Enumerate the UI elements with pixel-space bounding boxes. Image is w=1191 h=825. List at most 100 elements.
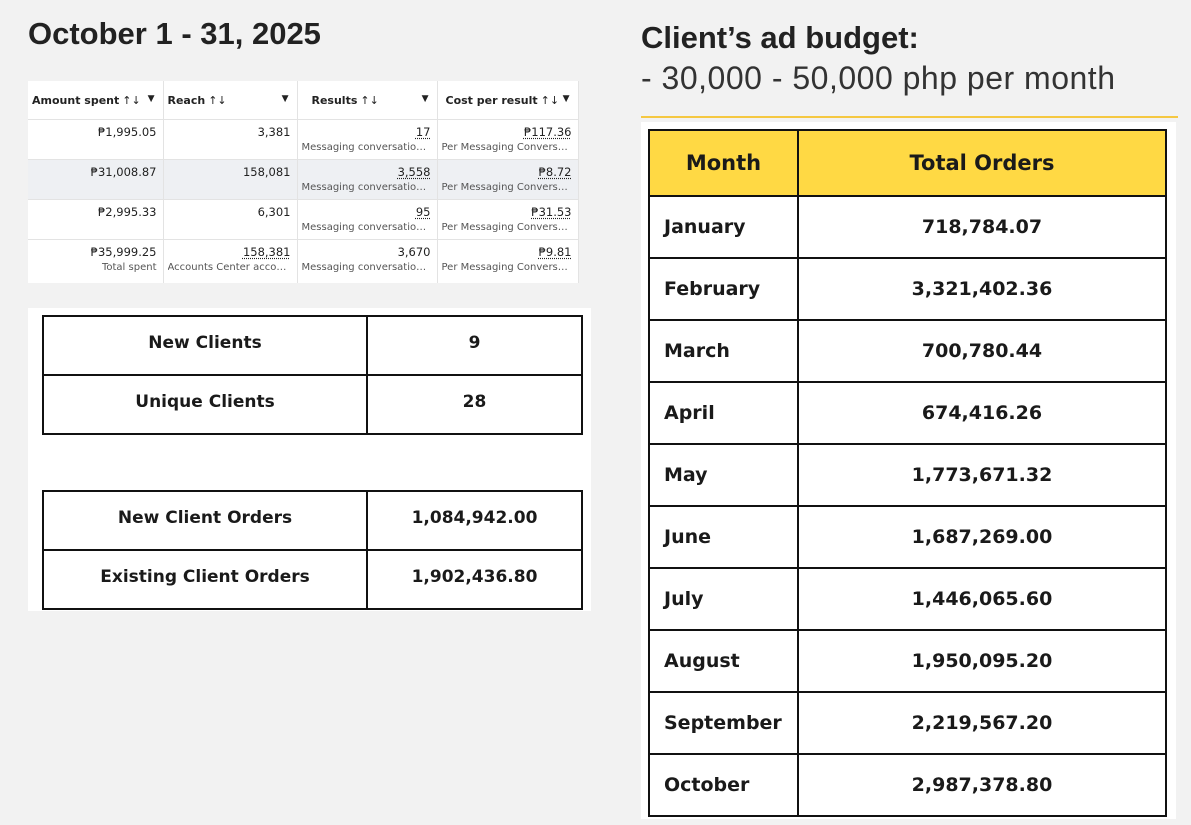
column-header-amount-spent[interactable]: Amount spent ↑↓ ▼ <box>28 81 164 120</box>
month-cell: May <box>648 443 799 507</box>
total-reach[interactable]: 158,381 <box>242 245 291 259</box>
chevron-down-icon[interactable]: ▼ <box>421 94 429 104</box>
month-cell: October <box>648 753 799 817</box>
cost-type: Per Messaging Conversa... <box>441 182 572 193</box>
chevron-down-icon[interactable]: ▼ <box>281 94 289 104</box>
orders-header-row: Month Total Orders <box>648 129 1167 197</box>
chevron-down-icon[interactable]: ▼ <box>562 94 570 104</box>
total-reach-cell: 158,381 Accounts Center accou... <box>163 239 298 283</box>
total-orders-cell: 1,687,269.00 <box>797 505 1167 569</box>
results-cell: 17 Messaging conversation... <box>297 119 438 160</box>
table-row: New Client Orders 1,084,942.00 <box>42 490 583 551</box>
reach-cell: 6,301 <box>163 199 298 240</box>
total-results-label: Messaging conversation... <box>301 262 431 273</box>
cost-per-result-cell: ₱31.53 Per Messaging Conversa... <box>437 199 579 240</box>
table-row: September 2,219,567.20 <box>648 691 1167 755</box>
table-row: January 718,784.07 <box>648 195 1167 259</box>
ads-header-row: Amount spent ↑↓ ▼ Reach ↑↓ ▼ Results ↑↓ ▼ Cost… <box>28 81 579 120</box>
table-row: June 1,687,269.00 <box>648 505 1167 569</box>
results-value[interactable]: 3,558 <box>397 165 431 179</box>
column-header-cost-per-result[interactable]: Cost per result ↑↓ ▼ <box>437 81 579 120</box>
cost-per-result-cell: ₱8.72 Per Messaging Conversa... <box>437 159 579 200</box>
total-cost-cell: ₱9.81 Per Messaging Conversa... <box>437 239 579 283</box>
results-type: Messaging conversation... <box>301 222 431 233</box>
cost-value[interactable]: ₱31.53 <box>531 205 572 219</box>
total-orders-cell: 2,219,567.20 <box>797 691 1167 755</box>
cost-per-result-cell: ₱117.36 Per Messaging Conversa... <box>437 119 579 160</box>
reach-cell: 158,081 <box>163 159 298 200</box>
total-amount-label: Total spent <box>101 262 157 273</box>
client-orders-label: New Client Orders <box>42 490 368 551</box>
ad-budget-title: Client’s ad budget: <box>641 20 919 55</box>
reach-cell: 3,381 <box>163 119 298 160</box>
table-row: April 674,416.26 <box>648 381 1167 445</box>
clients-label: Unique Clients <box>42 374 368 435</box>
sort-icon[interactable]: ↑↓ <box>360 93 379 107</box>
cost-value[interactable]: ₱8.72 <box>538 165 572 179</box>
total-cost-label: Per Messaging Conversa... <box>441 262 572 273</box>
clients-table: New Clients 9 Unique Clients 28 <box>42 315 583 435</box>
table-row: Unique Clients 28 <box>42 374 583 435</box>
table-row[interactable]: ₱2,995.33 6,301 95 Messaging conversation… <box>28 199 579 240</box>
table-row: March 700,780.44 <box>648 319 1167 383</box>
cost-type: Per Messaging Conversa... <box>441 222 572 233</box>
sort-icon[interactable]: ↑↓ <box>122 93 141 107</box>
sort-icon[interactable]: ↑↓ <box>208 93 227 107</box>
ad-budget-range: - 30,000 - 50,000 php per month <box>641 60 1116 96</box>
total-amount: ₱35,999.25 <box>90 245 157 259</box>
total-cost[interactable]: ₱9.81 <box>538 245 572 259</box>
chevron-down-icon[interactable]: ▼ <box>147 94 155 104</box>
cost-value[interactable]: ₱117.36 <box>523 125 572 139</box>
total-row: ₱35,999.25 Total spent 158,381 Accounts Ce… <box>28 239 579 283</box>
results-type: Messaging conversation... <box>301 182 431 193</box>
total-orders-cell: 3,321,402.36 <box>797 257 1167 321</box>
month-cell: August <box>648 629 799 693</box>
month-cell: July <box>648 567 799 631</box>
amount-spent-cell: ₱2,995.33 <box>28 199 164 240</box>
results-value[interactable]: 17 <box>415 125 431 139</box>
amount-spent-cell: ₱31,008.87 <box>28 159 164 200</box>
results-type: Messaging conversation... <box>301 142 431 153</box>
client-orders-value: 1,902,436.80 <box>366 549 583 610</box>
column-header-month: Month <box>648 129 799 197</box>
client-orders-label: Existing Client Orders <box>42 549 368 610</box>
results-cell: 3,558 Messaging conversation... <box>297 159 438 200</box>
results-value[interactable]: 95 <box>415 205 431 219</box>
table-row: October 2,987,378.80 <box>648 753 1167 817</box>
month-cell: April <box>648 381 799 445</box>
client-orders-table: New Client Orders 1,084,942.00 Existing … <box>42 490 583 610</box>
total-orders-cell: 1,950,095.20 <box>797 629 1167 693</box>
total-orders-cell: 718,784.07 <box>797 195 1167 259</box>
month-cell: June <box>648 505 799 569</box>
table-row: February 3,321,402.36 <box>648 257 1167 321</box>
month-cell: March <box>648 319 799 383</box>
table-row: July 1,446,065.60 <box>648 567 1167 631</box>
table-row: August 1,950,095.20 <box>648 629 1167 693</box>
divider <box>641 116 1178 118</box>
table-row[interactable]: ₱31,008.87 158,081 3,558 Messaging conver… <box>28 159 579 200</box>
total-orders-cell: 2,987,378.80 <box>797 753 1167 817</box>
total-results-cell: 3,670 Messaging conversation... <box>297 239 438 283</box>
table-row: New Clients 9 <box>42 315 583 376</box>
total-orders-cell: 1,773,671.32 <box>797 443 1167 507</box>
table-row: Existing Client Orders 1,902,436.80 <box>42 549 583 610</box>
clients-value: 28 <box>366 374 583 435</box>
column-header-results[interactable]: Results ↑↓ ▼ <box>297 81 438 120</box>
total-results: 3,670 <box>397 245 431 259</box>
client-orders-value: 1,084,942.00 <box>366 490 583 551</box>
month-cell: September <box>648 691 799 755</box>
sort-icon[interactable]: ↑↓ <box>540 93 560 107</box>
table-row: May 1,773,671.32 <box>648 443 1167 507</box>
total-orders-cell: 1,446,065.60 <box>797 567 1167 631</box>
monthly-orders-table: Month Total Orders January 718,784.07 Feb… <box>648 129 1167 817</box>
month-cell: February <box>648 257 799 321</box>
cost-type: Per Messaging Conversa... <box>441 142 572 153</box>
table-row[interactable]: ₱1,995.05 3,381 17 Messaging conversation… <box>28 119 579 160</box>
ads-results-table: Amount spent ↑↓ ▼ Reach ↑↓ ▼ Results ↑↓ ▼ Cost… <box>28 81 579 283</box>
results-cell: 95 Messaging conversation... <box>297 199 438 240</box>
column-header-total-orders: Total Orders <box>797 129 1167 197</box>
column-header-reach[interactable]: Reach ↑↓ ▼ <box>163 81 298 120</box>
total-orders-cell: 674,416.26 <box>797 381 1167 445</box>
amount-spent-cell: ₱1,995.05 <box>28 119 164 160</box>
clients-value: 9 <box>366 315 583 376</box>
